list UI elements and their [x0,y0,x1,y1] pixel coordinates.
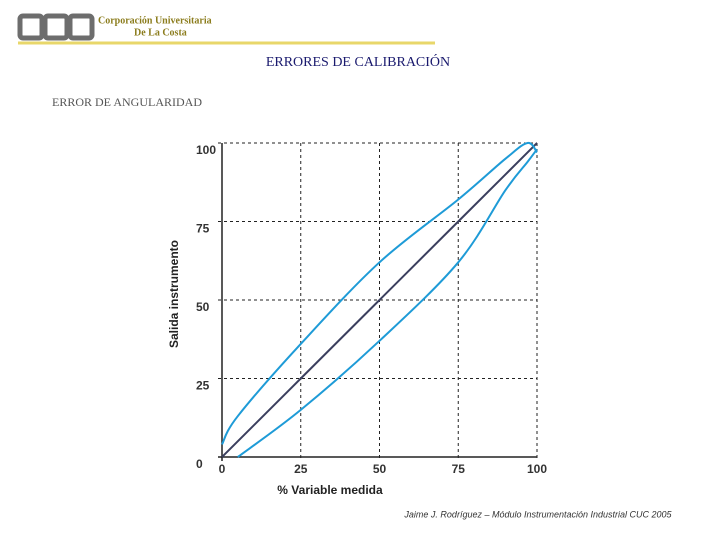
logo-text: De La Costa [134,27,187,38]
footer: Jaime J. Rodríguez – Módulo Instrumentac… [403,509,672,519]
y-tick-label: 100 [196,143,216,157]
x-tick-label: 0 [219,462,226,476]
y-tick-label: 75 [196,222,210,236]
series-line [221,141,538,445]
series-line [237,148,538,458]
y-tick-label: 25 [196,379,210,393]
logo [17,13,95,41]
y-tick-label: 0 [196,457,203,471]
logo-box [17,13,45,41]
y-tick-label: 50 [196,300,210,314]
logo-box [42,13,70,41]
x-tick-label: 100 [527,462,547,476]
y-axis-label: Salida instrumento [167,240,181,348]
subtitle: ERROR DE ANGULARIDAD [52,95,202,109]
logo-box [67,13,95,41]
series-line [221,142,538,458]
x-tick-label: 75 [452,462,466,476]
x-tick-label: 50 [373,462,387,476]
x-axis-label: % Variable medida [277,483,383,497]
plot: 0 25 50 75 100 0 25 50 75 100 [196,141,547,476]
logo-text: Corporación Universitaria [98,15,212,26]
slide-title: ERRORES DE CALIBRACIÓN [266,53,450,70]
x-tick-label: 25 [294,462,308,476]
